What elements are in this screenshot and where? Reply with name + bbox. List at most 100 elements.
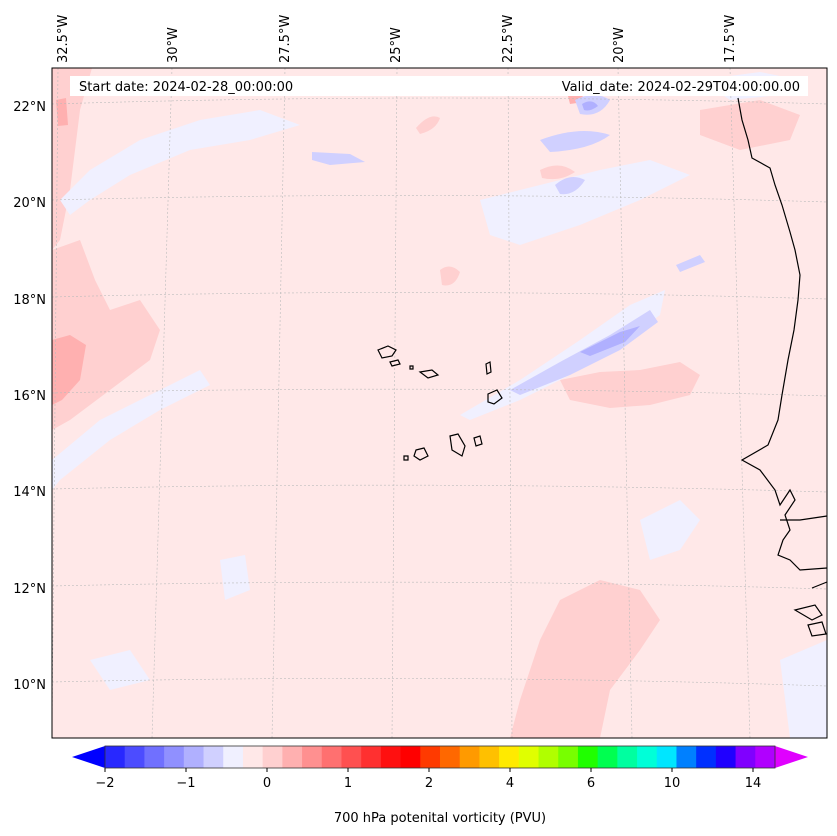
colorbar-ticks: −2 −1 0 1 2 4 6 10 14 (95, 768, 761, 791)
colorbar-cell (105, 746, 126, 768)
lat-label: 16°N (13, 389, 46, 404)
lat-label: 12°N (13, 582, 46, 597)
colorbar-cell (183, 746, 205, 768)
colorbar-cell (617, 746, 638, 768)
africa-coastline (793, 604, 823, 621)
map-frame (51, 67, 828, 739)
pv-contour (56, 98, 68, 126)
pv-contour (60, 110, 300, 215)
pv-contour (90, 650, 150, 690)
colorbar-cell (518, 746, 540, 768)
colorbar-cell (479, 746, 500, 768)
colorbar-tick-label: −1 (176, 776, 195, 791)
africa-coastline (807, 621, 827, 637)
pv-contour (540, 131, 610, 152)
colorbar-cell (715, 746, 737, 768)
island (413, 447, 429, 461)
pv-contour (52, 335, 86, 405)
colorbar-cell (341, 746, 362, 768)
island (377, 345, 397, 359)
lon-label: 25°W (389, 27, 404, 63)
africa-coastline (811, 581, 828, 589)
colorbar-cell (282, 746, 303, 768)
pv-contour (580, 326, 640, 356)
colorbar-outline (104, 745, 776, 769)
pv-contour (510, 580, 660, 738)
map-background (52, 68, 827, 738)
graticule (52, 68, 827, 738)
pv-contour (52, 240, 160, 430)
colorbar-cell (637, 746, 658, 768)
colorbar-cell (577, 746, 599, 768)
start-date-label: Start date: 2024-02-28_00:00:00 (79, 80, 293, 95)
colorbar-max-extend (775, 746, 808, 768)
colorbar-cell (538, 746, 559, 768)
island (449, 433, 466, 457)
island (473, 435, 483, 447)
lon-label: 17.5°W (723, 15, 738, 63)
pv-contour (780, 640, 827, 738)
lat-label: 18°N (13, 293, 46, 308)
lon-label: 27.5°W (278, 15, 293, 63)
colorbar-cell (696, 746, 717, 768)
colorbar-cell (124, 746, 145, 768)
colorbar-cell (302, 746, 323, 768)
colorbar-cell (321, 746, 342, 768)
pv-contour (312, 152, 365, 165)
colorbar-cell (440, 746, 461, 768)
header-background (70, 76, 808, 96)
colorbar-cell (656, 746, 677, 768)
colorbar-cells (105, 746, 776, 768)
colorbar-cell (361, 746, 382, 768)
colorbar-cell (597, 746, 618, 768)
pv-contour (582, 101, 598, 111)
colorbar-tick-label: 1 (344, 776, 352, 791)
map-panel: Start date: 2024-02-28_00:00:00 Valid_da… (51, 67, 828, 739)
lon-label: 30°W (166, 27, 181, 63)
pv-contour (480, 160, 690, 245)
pv-contour (676, 255, 705, 272)
colorbar-tick-label: 10 (664, 776, 681, 791)
pv-contour (555, 176, 585, 195)
colorbar-cell (400, 746, 421, 768)
africa-coastline (780, 515, 828, 521)
colorbar-cell (676, 746, 697, 768)
pv-contour (540, 165, 575, 180)
pv-contour (220, 555, 250, 600)
island (409, 365, 414, 370)
colorbar-cell (262, 746, 283, 768)
pv-contour (440, 266, 460, 286)
pv-contour (460, 290, 665, 420)
island (389, 359, 401, 367)
colorbar-cell (755, 746, 776, 768)
colorbar-label: 700 hPa potenital vorticity (PVU) (334, 811, 546, 826)
longitude-labels: 32.5°W 30°W 27.5°W 25°W 22.5°W 20°W 17.5… (56, 15, 738, 63)
lon-label: 20°W (612, 27, 627, 63)
island (418, 369, 440, 379)
island (487, 389, 503, 405)
colorbar-cell (242, 746, 264, 768)
lat-label: 10°N (13, 678, 46, 693)
pv-contour (560, 362, 700, 408)
pv-contour (640, 500, 700, 560)
colorbar-cell (735, 746, 756, 768)
colorbar-cell (223, 746, 244, 768)
latitude-labels: 22°N 20°N 18°N 16°N 14°N 12°N 10°N (13, 100, 46, 693)
pv-field (52, 68, 827, 738)
colorbar-cell (203, 746, 224, 768)
colorbar-tick-label: 6 (587, 776, 595, 791)
island (403, 455, 409, 461)
lat-label: 20°N (13, 196, 46, 211)
colorbar-tick-label: 14 (745, 776, 762, 791)
colorbar-cell (380, 746, 402, 768)
colorbar-tick-label: −2 (95, 776, 114, 791)
colorbar: −2 −1 0 1 2 4 6 10 14 700 hPa potenital vorticit… (72, 745, 808, 826)
colorbar-cell (558, 746, 579, 768)
colorbar-cell (499, 746, 520, 768)
africa-coastline (737, 97, 828, 571)
valid-date-label: Valid_date: 2024-02-29T04:00:00.00 (562, 80, 800, 95)
pv-contour (700, 100, 800, 150)
colorbar-tick-label: 0 (263, 776, 271, 791)
island (485, 361, 492, 375)
